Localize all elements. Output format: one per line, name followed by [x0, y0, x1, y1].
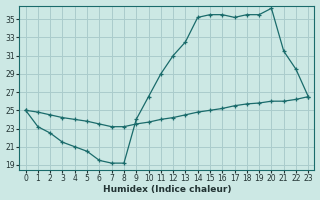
X-axis label: Humidex (Indice chaleur): Humidex (Indice chaleur)	[103, 185, 231, 194]
